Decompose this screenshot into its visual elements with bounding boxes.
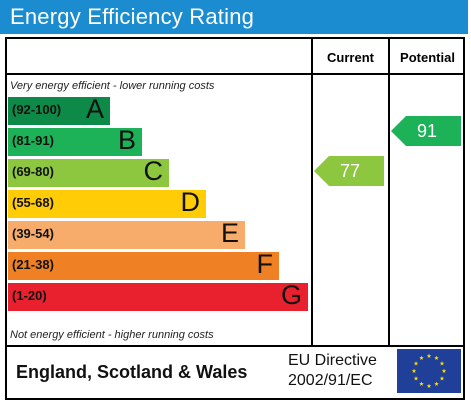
band-letter: F <box>256 249 274 279</box>
column-divider-potential <box>388 37 390 345</box>
eu-star-icon <box>413 376 419 381</box>
directive-line-2: 2002/91/EC <box>288 372 373 389</box>
band-range-label: (21-38) <box>12 257 54 272</box>
band-letter: B <box>117 125 136 155</box>
eu-star-icon <box>426 353 432 358</box>
eu-star-icon <box>419 355 424 360</box>
band-range-label: (55-68) <box>12 195 54 210</box>
current-arrow-shape <box>314 156 384 186</box>
eu-star-icon <box>434 355 439 360</box>
eu-star-icon <box>439 361 445 366</box>
band-letter: G <box>280 280 302 310</box>
eu-star-icon <box>441 368 447 373</box>
scale-note-top: Very energy efficient - lower running co… <box>10 80 215 92</box>
eu-flag-icon <box>397 349 461 393</box>
band-range-label: (1-20) <box>12 288 47 303</box>
directive-line-1: EU Directive <box>288 352 377 369</box>
potential-rating-arrow: 91 <box>391 116 461 146</box>
eu-star-icon <box>413 361 419 366</box>
eu-flag-stars <box>411 353 447 388</box>
region-label: England, Scotland & Wales <box>16 362 248 382</box>
header-bar: Energy Efficiency Rating <box>0 0 468 34</box>
band-letter: A <box>85 94 104 124</box>
rating-band-a: (92-100) A <box>8 94 110 125</box>
band-letter: D <box>180 187 201 217</box>
rating-band-b: (81-91) B <box>8 125 142 156</box>
header-row-divider <box>5 73 465 75</box>
eu-star-icon <box>434 381 439 386</box>
band-letter: E <box>220 218 239 248</box>
column-header-current: Current <box>327 50 374 65</box>
eu-star-icon <box>419 381 424 386</box>
rating-band-f: (21-38) F <box>8 249 279 280</box>
band-letter: C <box>143 156 164 186</box>
band-range-label: (92-100) <box>12 102 62 117</box>
rating-band-d: (55-68) D <box>8 187 206 218</box>
eu-star-icon <box>439 376 445 381</box>
rating-band-c: (69-80) C <box>8 156 169 187</box>
column-header-potential: Potential <box>400 50 455 65</box>
potential-rating-value: 91 <box>416 121 438 141</box>
page-title: Energy Efficiency Rating <box>10 4 255 29</box>
eu-directive: EU Directive 2002/91/EC <box>288 351 377 391</box>
potential-arrow-shape <box>391 116 461 146</box>
scale-note-bottom: Not energy efficient - higher running co… <box>10 329 214 341</box>
band-range-label: (81-91) <box>12 133 54 148</box>
rating-frame <box>5 37 465 400</box>
eu-star-icon <box>411 368 417 373</box>
current-rating-arrow: 77 <box>314 156 384 186</box>
current-rating-value: 77 <box>339 161 361 181</box>
band-range-label: (39-54) <box>12 226 54 241</box>
footer-divider <box>5 345 465 347</box>
band-range-label: (69-80) <box>12 164 54 179</box>
rating-band-g: (1-20) G <box>8 280 308 311</box>
eu-star-icon <box>426 383 432 388</box>
rating-band-e: (39-54) E <box>8 218 245 249</box>
column-divider-current <box>311 37 313 345</box>
